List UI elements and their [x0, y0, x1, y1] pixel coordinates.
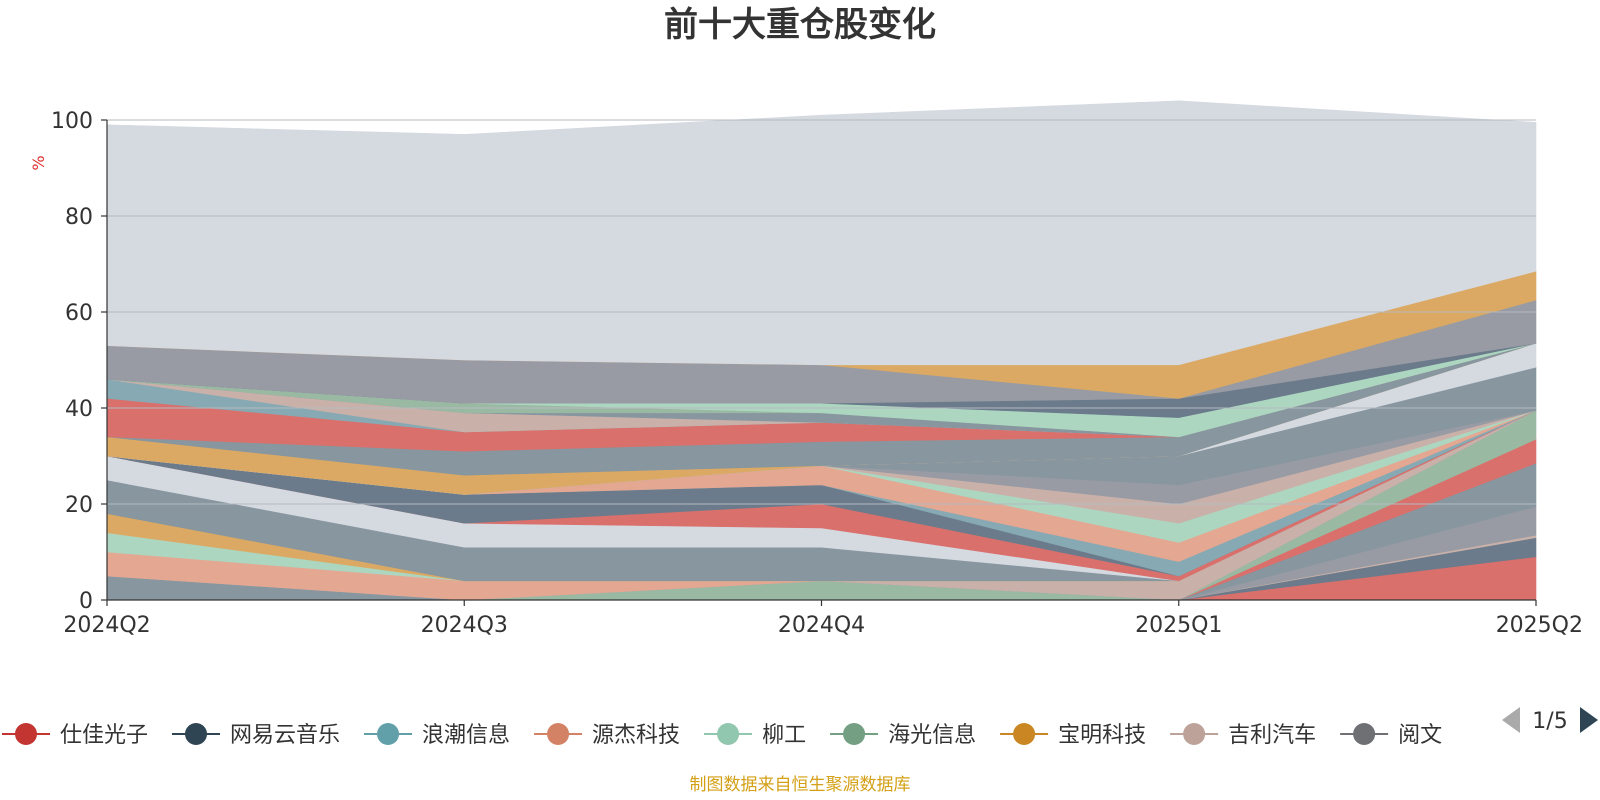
legend-item-7[interactable]: 吉利汽车: [1170, 723, 1316, 748]
y-tick-label-3: 60: [65, 301, 93, 326]
y-tick-label-5: 100: [51, 109, 93, 134]
legend-marker-8: [1353, 723, 1376, 745]
legend-marker-7: [1183, 723, 1206, 745]
legend-item-0[interactable]: 仕佳光子: [2, 723, 148, 748]
x-tick-label-4: 2025Q2: [1496, 613, 1583, 638]
legend-marker-2: [377, 723, 400, 745]
legend-label-7: 吉利汽车: [1228, 723, 1316, 748]
y-axis-unit: %: [29, 155, 48, 170]
legend-label-2: 浪潮信息: [422, 723, 510, 748]
grid-lines: [107, 119, 1536, 505]
x-tick-label-1: 2024Q3: [421, 613, 508, 638]
legend-label-3: 源杰科技: [592, 723, 680, 748]
x-tick-label-0: 2024Q2: [63, 613, 150, 638]
legend-label-8: 阅文: [1398, 723, 1442, 748]
legend-marker-6: [1013, 723, 1036, 745]
legend-prev-icon[interactable]: [1502, 707, 1520, 733]
y-tick-label-2: 40: [65, 397, 93, 422]
legend-item-2[interactable]: 浪潮信息: [364, 723, 510, 748]
source-note: 制图数据来自恒生聚源数据库: [690, 775, 911, 795]
legend: 仕佳光子 网易云音乐 浪潮信息 源杰科技 柳工 海光信息 宝明科技 吉利汽车 阅文: [2, 723, 1442, 748]
y-tick-label-1: 20: [65, 493, 93, 518]
area-layers: [106, 100, 1537, 601]
legend-item-1[interactable]: 网易云音乐: [172, 723, 340, 748]
legend-label-5: 海光信息: [888, 723, 976, 748]
legend-label-6: 宝明科技: [1058, 723, 1146, 748]
x-tick-label-2: 2024Q4: [778, 613, 865, 638]
legend-marker-3: [547, 723, 570, 745]
legend-item-4[interactable]: 柳工: [704, 723, 806, 748]
chart-title: 前十大重仓股变化: [664, 5, 936, 45]
legend-marker-4: [717, 723, 740, 745]
legend-item-8[interactable]: 阅文: [1340, 723, 1442, 748]
legend-label-4: 柳工: [762, 723, 806, 748]
legend-marker-1: [185, 723, 208, 745]
axes: 0 20 40 60 80 100 2024Q2 2024Q3 2024Q4 2025Q1 2025…: [51, 109, 1583, 638]
legend-marker-0: [15, 723, 37, 745]
legend-item-6[interactable]: 宝明科技: [1000, 723, 1146, 748]
x-tick-label-3: 2025Q1: [1135, 613, 1222, 638]
legend-next-icon[interactable]: [1580, 707, 1598, 733]
legend-item-5[interactable]: 海光信息: [830, 723, 976, 748]
legend-label-1: 网易云音乐: [230, 723, 340, 748]
legend-marker-5: [843, 723, 866, 745]
y-tick-label-0: 0: [79, 589, 93, 614]
legend-item-3[interactable]: 源杰科技: [534, 723, 680, 748]
legend-label-0: 仕佳光子: [60, 723, 148, 748]
legend-pagination: 1/5: [1502, 707, 1598, 734]
area-band-35: [106, 100, 1537, 366]
legend-page-indicator: 1/5: [1532, 709, 1567, 734]
y-tick-label-4: 80: [65, 205, 93, 230]
